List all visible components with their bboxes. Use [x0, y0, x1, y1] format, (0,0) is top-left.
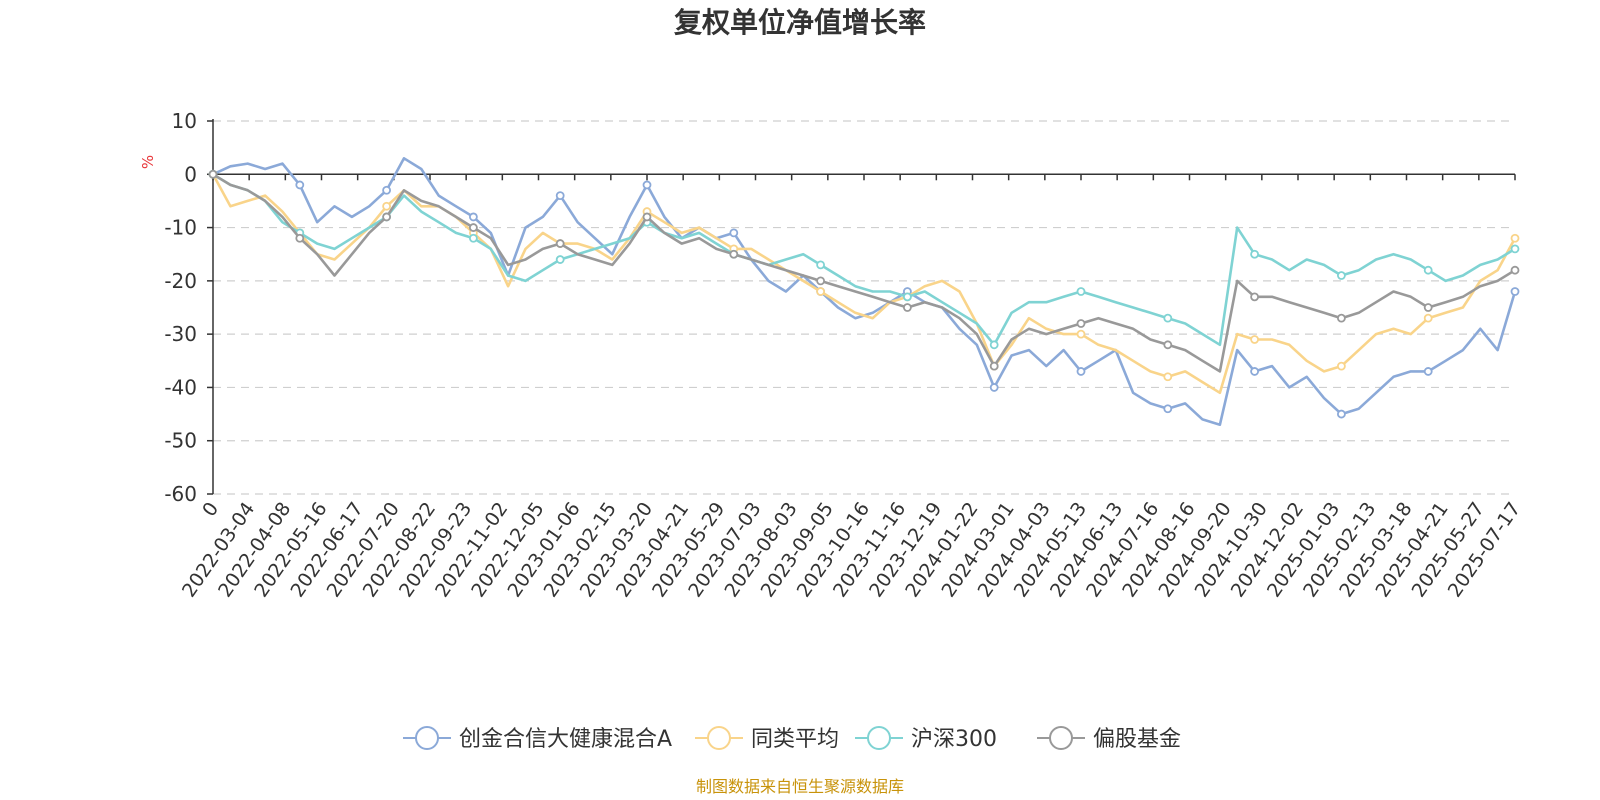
data-point	[1076, 319, 1086, 328]
chart-title: 复权单位净值增长率	[674, 6, 926, 39]
data-point	[295, 180, 305, 190]
data-point	[989, 340, 999, 350]
grid-layer	[213, 120, 1515, 495]
data-point	[1163, 404, 1173, 414]
series-layer	[208, 157, 1520, 427]
data-point	[468, 233, 478, 243]
data-point	[555, 239, 565, 248]
y-tick-label: -30	[164, 322, 197, 346]
series-3	[208, 169, 1520, 373]
legend-item[interactable]: 沪深300	[855, 726, 997, 752]
data-point	[468, 223, 478, 232]
data-point	[555, 255, 565, 264]
series-line	[211, 173, 1517, 395]
data-point	[382, 212, 392, 222]
data-point	[1337, 313, 1346, 323]
data-point	[989, 361, 999, 371]
legend-label: 同类平均	[751, 727, 839, 752]
data-point	[1337, 409, 1346, 419]
data-point	[989, 383, 999, 392]
data-point	[1076, 329, 1086, 339]
series-2	[208, 169, 1520, 350]
series-1	[208, 169, 1520, 395]
legend-label: 偏股基金	[1093, 727, 1181, 752]
y-tick-labels: 10 0 -10 -20 -30 -40 -50 -60	[164, 109, 197, 506]
legend-item[interactable]: 创金合信大健康混合A	[403, 726, 672, 752]
data-point	[903, 303, 912, 312]
data-point	[903, 292, 912, 302]
data-point	[1510, 244, 1520, 254]
legend-item[interactable]: 同类平均	[695, 726, 839, 752]
data-point	[1250, 292, 1259, 302]
data-point	[1510, 265, 1520, 275]
data-point	[1250, 335, 1259, 344]
legend-item[interactable]: 偏股基金	[1037, 726, 1181, 752]
y-tick-label: -50	[164, 429, 197, 453]
series-line	[212, 173, 1516, 347]
y-tick-label: -60	[164, 482, 197, 506]
data-point	[382, 201, 392, 211]
data-point	[1163, 372, 1173, 382]
y-tick-label: -20	[164, 269, 197, 293]
data-point	[816, 287, 825, 296]
data-point	[816, 260, 825, 270]
legend-label: 沪深300	[911, 727, 997, 752]
data-point	[1423, 303, 1433, 312]
data-point	[729, 228, 739, 238]
data-point	[642, 212, 652, 222]
data-source-note: 制图数据来自恒生聚源数据库	[696, 777, 904, 796]
data-point	[1250, 249, 1259, 259]
data-point	[642, 180, 652, 190]
legend-label: 创金合信大健康混合A	[459, 727, 672, 752]
data-point	[1510, 233, 1520, 243]
x-tick-labels: 02022-03-042022-04-082022-05-162022-06-1…	[178, 498, 1525, 601]
data-point	[1423, 265, 1433, 275]
data-point	[208, 169, 218, 179]
y-tick-label: 0	[184, 162, 197, 186]
data-point	[1250, 367, 1259, 376]
data-point	[1076, 287, 1086, 296]
data-point	[1510, 287, 1520, 296]
data-point	[555, 191, 565, 201]
data-point	[1423, 313, 1433, 323]
data-point	[729, 249, 739, 259]
data-point	[1337, 271, 1346, 280]
data-point	[816, 276, 825, 286]
data-point	[295, 233, 305, 243]
data-point	[1163, 313, 1173, 323]
series-line	[212, 173, 1516, 373]
legend-swatch-marker	[1049, 726, 1073, 750]
y-tick-label: -40	[164, 375, 197, 399]
legend-swatch-marker	[415, 726, 439, 750]
axis-layer	[207, 119, 1516, 495]
data-point	[1337, 361, 1346, 371]
y-tick-label: 10	[172, 109, 197, 133]
data-point	[382, 185, 392, 195]
legend-swatch-marker	[867, 726, 891, 750]
legend[interactable]: 创金合信大健康混合A 同类平均 沪深300 偏股基金	[403, 726, 1181, 752]
legend-swatch-marker	[707, 726, 731, 750]
x-tick-label: 0	[198, 498, 223, 521]
data-point	[1163, 340, 1173, 350]
y-axis-unit: %	[139, 155, 157, 169]
data-point	[468, 212, 478, 222]
y-tick-label: -10	[164, 216, 197, 240]
data-point	[1423, 367, 1433, 376]
data-point	[1076, 367, 1086, 376]
